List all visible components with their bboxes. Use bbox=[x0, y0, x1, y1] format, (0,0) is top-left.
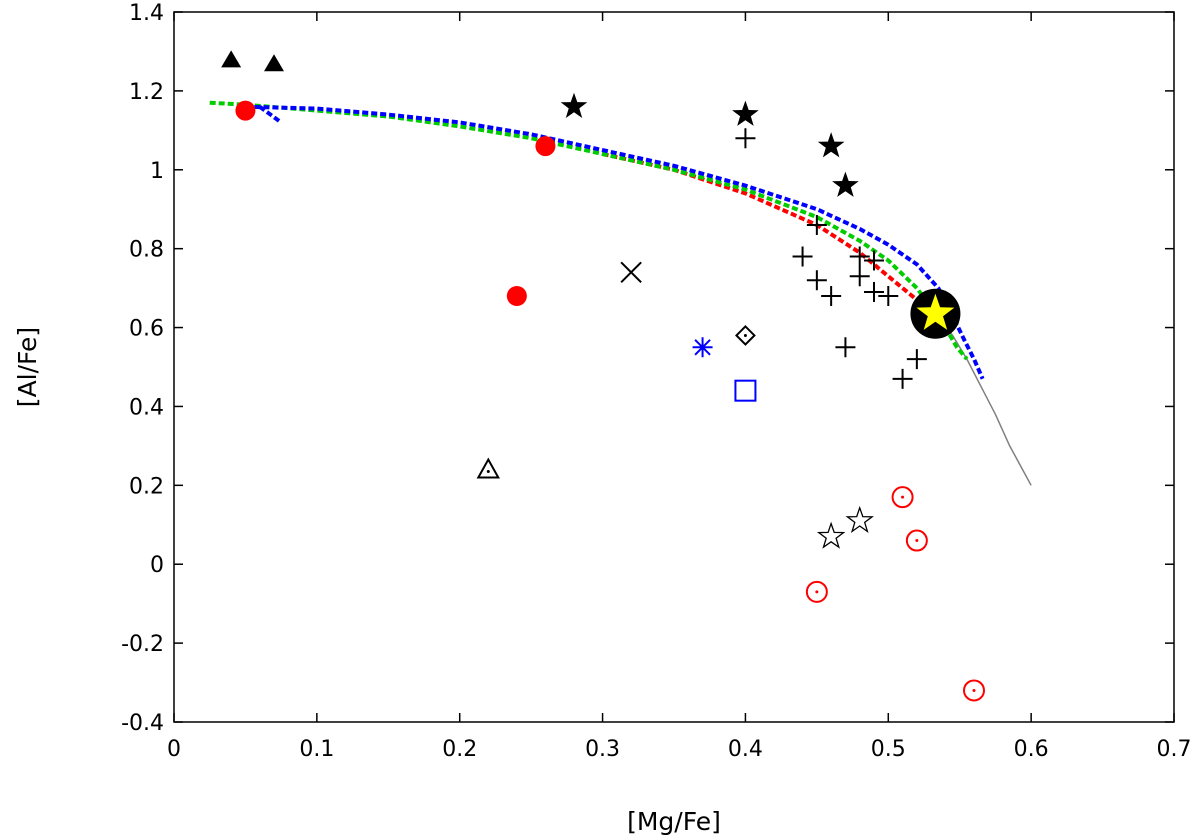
model-green-line bbox=[209, 100, 969, 361]
blue-open-square-point bbox=[734, 379, 757, 402]
black-filled-triangle-point bbox=[221, 50, 242, 68]
model-blue-hook-line bbox=[258, 105, 283, 125]
y-tick-label: 0.2 bbox=[129, 474, 164, 499]
y-tick-label: 0.8 bbox=[129, 238, 164, 263]
y-tick-label: 1.2 bbox=[129, 80, 164, 105]
black-diamond-dot-point-center bbox=[743, 333, 747, 337]
red-circle-dot-point-center bbox=[815, 590, 819, 594]
black-open-triangle-dot-point bbox=[476, 457, 500, 479]
black-plus-point bbox=[892, 368, 913, 389]
y-tick-label: -0.4 bbox=[121, 711, 164, 736]
axis-ticks: 0 0.1 0.2 0.3 0.4 0.5 0.6 0.7 -0.4 -0.2 0 0.2 0.4 0.6… bbox=[121, 1, 1191, 762]
black-filled-triangle-point bbox=[264, 54, 284, 72]
x-tick-label: 0.5 bbox=[871, 737, 906, 762]
black-filled-star-point bbox=[817, 132, 845, 158]
x-tick-label: 0.2 bbox=[442, 737, 477, 762]
model-curves bbox=[209, 100, 1032, 486]
model-red-line bbox=[602, 152, 937, 316]
x-axis-title: [Mg/Fe] bbox=[627, 807, 721, 836]
x-tick-label: 0.3 bbox=[585, 737, 620, 762]
blue-asterisk-point bbox=[692, 337, 713, 358]
black-plus-point bbox=[806, 270, 827, 291]
black-filled-star-point bbox=[832, 171, 859, 197]
x-tick-label: 0.6 bbox=[1014, 737, 1049, 762]
red-circle-dot-point bbox=[805, 580, 828, 603]
black-plus-point bbox=[821, 286, 842, 306]
y-tick-label: -0.2 bbox=[121, 632, 164, 657]
red-filled-circle-point bbox=[235, 100, 256, 121]
black-open-triangle-dot-point-center bbox=[486, 470, 490, 474]
x-tick-label: 0.7 bbox=[1157, 737, 1192, 762]
open-star-point bbox=[845, 505, 874, 534]
y-tick-label: 0.4 bbox=[129, 395, 164, 420]
red-circle-dot-point bbox=[963, 679, 985, 702]
red-circle-dot-point-center bbox=[915, 539, 919, 543]
red-filled-circle-point bbox=[506, 286, 527, 306]
red-circle-dot-point-center bbox=[901, 495, 905, 499]
x-tick-label: 0.1 bbox=[299, 737, 334, 762]
red-circle-dot-point bbox=[891, 486, 914, 509]
y-tick-label: 0.6 bbox=[129, 317, 164, 342]
y-tick-label: 1 bbox=[150, 159, 164, 184]
black-filled-star-point bbox=[732, 100, 759, 126]
black-diamond-dot-point bbox=[735, 325, 756, 346]
black-cross-point bbox=[620, 261, 642, 284]
model-gray-line bbox=[934, 313, 1032, 486]
black-plus-point bbox=[735, 128, 756, 149]
black-plus-point bbox=[792, 246, 813, 267]
red-circle-dot-point-center bbox=[972, 688, 976, 692]
y-tick-label: 1.4 bbox=[129, 1, 164, 26]
black-plus-point bbox=[864, 250, 884, 271]
black-plus-point bbox=[835, 337, 856, 358]
data-points bbox=[221, 50, 985, 702]
open-star-point bbox=[816, 521, 846, 549]
x-tick-label: 0.4 bbox=[728, 737, 763, 762]
black-plus-point bbox=[806, 215, 827, 235]
red-filled-circle-point bbox=[535, 136, 556, 157]
black-plus-point bbox=[849, 266, 870, 287]
y-axis-title: [Al/Fe] bbox=[13, 327, 42, 407]
x-tick-label: 0 bbox=[167, 737, 181, 762]
black-plus-point bbox=[864, 282, 884, 303]
y-tick-label: 0 bbox=[150, 553, 164, 578]
black-plus-point bbox=[878, 286, 899, 306]
red-circle-dot-point bbox=[905, 529, 928, 552]
highlight-star-point bbox=[916, 293, 955, 330]
black-plus-point bbox=[849, 246, 870, 267]
black-filled-star-point bbox=[560, 92, 588, 118]
model-blue-line bbox=[245, 104, 985, 380]
black-plus-point bbox=[906, 349, 927, 370]
plot-frame bbox=[173, 11, 1175, 723]
